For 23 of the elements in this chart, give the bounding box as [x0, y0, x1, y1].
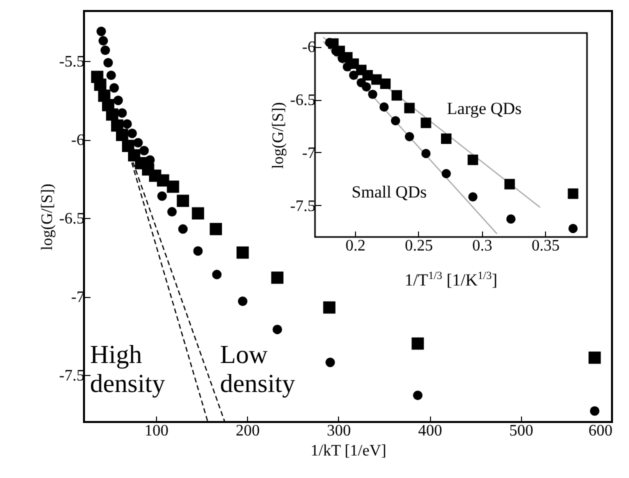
y-tick-label: -7 [302, 144, 316, 162]
x-tick-label: 0.3 [472, 238, 492, 254]
y-tick-label: -6.5 [290, 92, 316, 110]
x-tick-label: 100 [144, 422, 169, 440]
y-tick-label: -6.5 [59, 210, 84, 228]
x-tick-label: 0.35 [532, 238, 560, 254]
x-tick-label: 0.2 [345, 238, 366, 254]
x-tick-label: 200 [236, 422, 260, 440]
annotation: Low density [220, 340, 296, 398]
x-tick-label: 500 [509, 422, 534, 440]
x-tick-label: 300 [326, 422, 351, 440]
y-axis-title: log(G/[S]) [39, 184, 56, 250]
x-axis-title: 1/kT [1/eV] [310, 442, 386, 460]
y-tick-label: -7.5 [290, 198, 316, 215]
x-axis-title: 1/T$^{1/3}$ [1/K$^{1/3}$] [404, 270, 498, 291]
annotation: High density [90, 340, 166, 398]
y-tick-label: -6 [302, 39, 316, 56]
x-tick-label: 600 [588, 422, 612, 440]
series-label: Small QDs [352, 182, 427, 202]
x-tick-label: 0.25 [404, 238, 433, 254]
x-tick-label: 400 [418, 422, 442, 440]
y-axis-title: log(G/[S]) [270, 102, 288, 169]
series-label: Large QDs [446, 99, 522, 118]
